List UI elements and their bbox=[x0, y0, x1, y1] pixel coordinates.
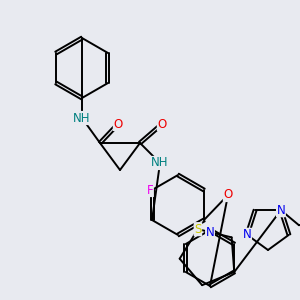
Text: N: N bbox=[277, 204, 285, 217]
Text: F: F bbox=[147, 184, 153, 196]
Text: NH: NH bbox=[151, 157, 169, 169]
Text: O: O bbox=[224, 188, 232, 202]
Text: NH: NH bbox=[73, 112, 91, 124]
Text: S: S bbox=[194, 223, 202, 236]
Text: N: N bbox=[206, 226, 214, 238]
Text: O: O bbox=[113, 118, 123, 130]
Text: O: O bbox=[158, 118, 166, 130]
Text: N: N bbox=[243, 228, 251, 241]
